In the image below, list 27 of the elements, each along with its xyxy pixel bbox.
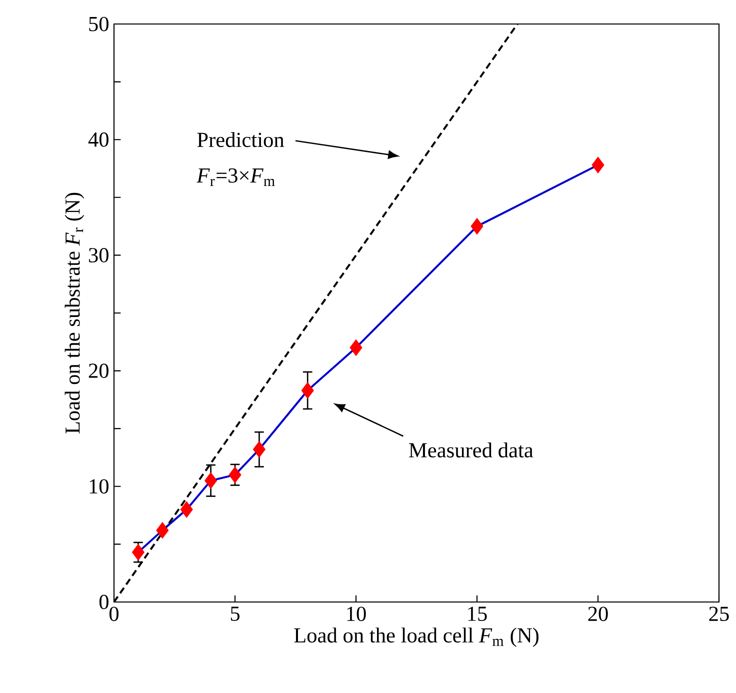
y-tick-label: 20 bbox=[88, 364, 108, 378]
point bbox=[132, 544, 144, 561]
x-tick-label: 25 bbox=[709, 606, 729, 622]
x-tick-label: 5 bbox=[230, 606, 240, 621]
y-tick-label: 10 bbox=[90, 479, 108, 494]
x-tick-label: 20 bbox=[588, 606, 608, 622]
point bbox=[592, 156, 604, 174]
point bbox=[252, 441, 266, 458]
annotation: Prediction bbox=[197, 132, 284, 148]
y-tick-label: 50 bbox=[89, 16, 108, 32]
y-axis-title: Load on the substrate F$_{r}$ (N) bbox=[64, 192, 84, 434]
y-tick-label: 40 bbox=[88, 132, 108, 147]
x-tick-label: 0 bbox=[109, 606, 119, 622]
point bbox=[204, 472, 218, 489]
annotation: Measured data bbox=[409, 442, 534, 458]
point bbox=[350, 339, 362, 356]
point bbox=[470, 218, 484, 235]
x-axis-title: Load on the load cell F$_{m}$ (N) bbox=[294, 628, 538, 647]
x-tick-label: 10 bbox=[347, 606, 366, 622]
point bbox=[301, 382, 314, 399]
annotation: F$_{r}$=3×F$_{m}$ bbox=[196, 168, 275, 186]
point bbox=[156, 522, 169, 539]
point bbox=[228, 466, 242, 484]
y-tick-label: 30 bbox=[88, 248, 108, 262]
point bbox=[180, 501, 193, 518]
y-tick-label: 0 bbox=[99, 594, 108, 610]
x-tick-label: 15 bbox=[468, 606, 487, 621]
